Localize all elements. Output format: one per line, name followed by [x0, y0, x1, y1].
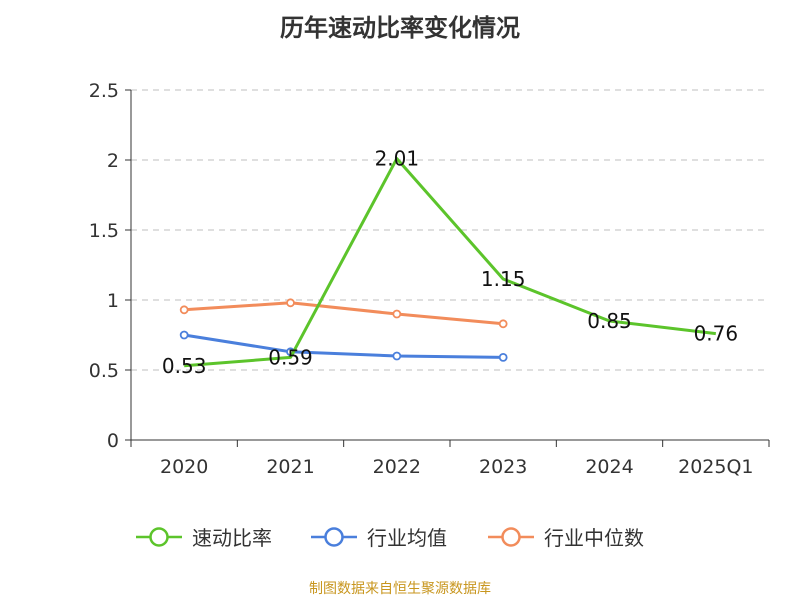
legend-marker: [324, 527, 344, 547]
data-point: [392, 309, 402, 319]
data-label: 2.01: [375, 147, 420, 171]
data-point: [179, 330, 189, 340]
y-tick-label: 2: [107, 150, 119, 172]
x-tick-label: 2024: [585, 456, 633, 478]
x-tick-label: 2025Q1: [678, 456, 753, 478]
legend-marker: [501, 527, 521, 547]
x-tick-label: 2023: [479, 456, 527, 478]
data-label: 0.85: [587, 309, 632, 333]
series-line: [183, 333, 504, 359]
legend-label: 速动比率: [192, 526, 272, 550]
legend-label: 行业均值: [367, 526, 447, 550]
legend-marker: [149, 527, 169, 547]
legend-label: 行业中位数: [544, 526, 644, 550]
data-point: [392, 351, 402, 361]
x-tick-label: 2022: [373, 456, 421, 478]
data-point: [286, 298, 295, 308]
axis-layer: 0 0.5 1 1.5 2 2.5 2020 2021 2022 2023 2024 2025Q1: [89, 80, 770, 478]
data-label: 0.59: [268, 345, 313, 369]
y-tick-label: 0.5: [89, 360, 119, 382]
data-label: 0.53: [162, 354, 207, 378]
y-tick-label: 0: [107, 430, 119, 452]
series-layer: [179, 157, 717, 368]
x-tick-label: 2020: [160, 456, 208, 478]
y-tick-label: 1.5: [89, 220, 119, 242]
legend: 速动比率 行业均值 行业中位数: [136, 526, 644, 550]
series-line: [184, 157, 717, 368]
x-tick-label: 2021: [266, 456, 314, 478]
chart-title: 历年速动比率变化情况: [280, 14, 520, 42]
data-label: 1.15: [481, 267, 526, 291]
y-tick-label: 2.5: [89, 80, 119, 102]
source-footer: 制图数据来自恒生聚源数据库: [309, 581, 491, 597]
data-point: [498, 352, 508, 362]
data-point: [498, 319, 508, 329]
data-label-layer: 0.53 0.59 2.01 1.15 0.85 0.76: [162, 147, 738, 378]
series-line: [184, 301, 504, 326]
grid-layer: [131, 89, 769, 371]
y-tick-label: 1: [107, 290, 119, 312]
data-label: 0.76: [694, 322, 739, 346]
data-point: [179, 305, 189, 315]
